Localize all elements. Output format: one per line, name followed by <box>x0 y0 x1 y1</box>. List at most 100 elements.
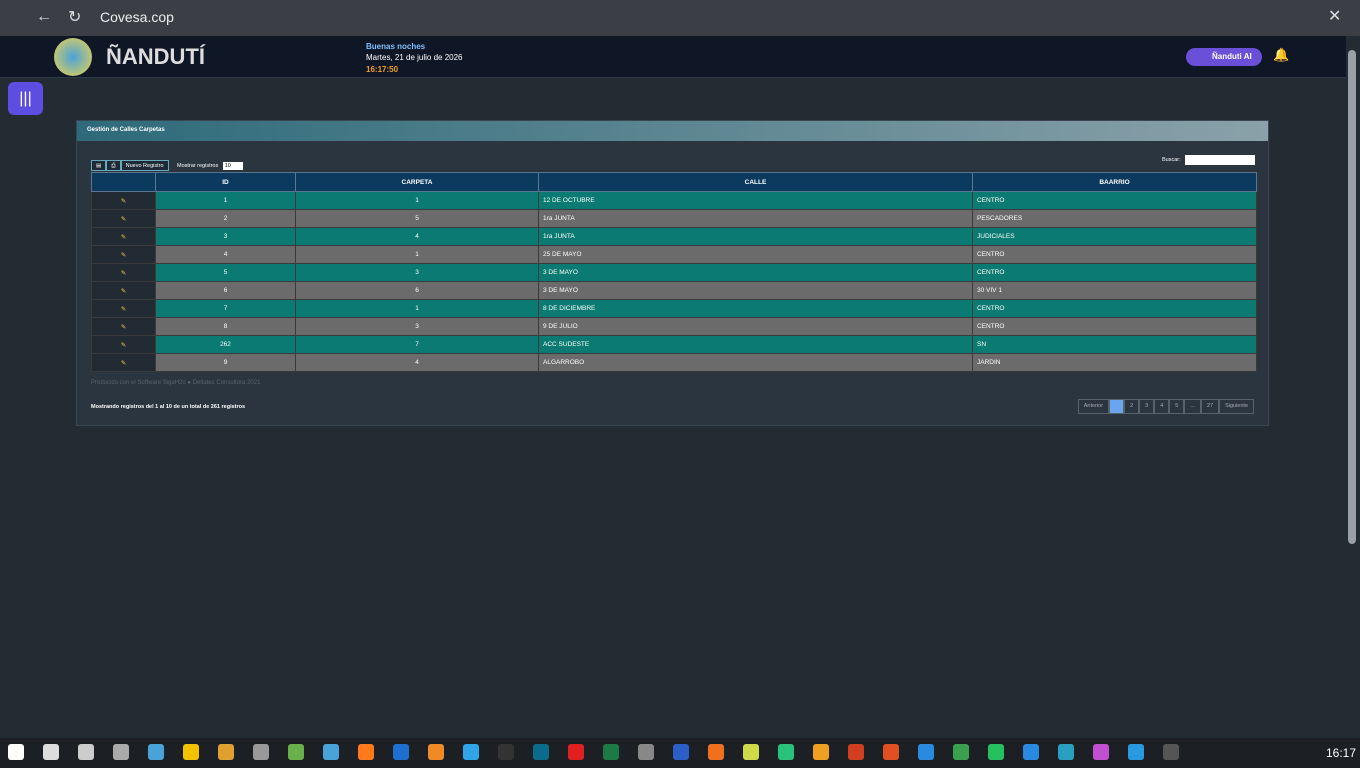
taskbar-icon[interactable] <box>533 744 549 760</box>
print-button[interactable]: ⎙ <box>106 160 121 171</box>
column-header[interactable]: CALLE <box>538 172 973 192</box>
edit-icon[interactable]: ✎ <box>91 353 156 372</box>
edit-icon[interactable]: ✎ <box>91 227 156 246</box>
taskbar-icon[interactable] <box>673 744 689 760</box>
taskbar-icon[interactable] <box>183 744 199 760</box>
edit-icon[interactable]: ✎ <box>91 299 156 318</box>
taskbar-icon[interactable] <box>148 744 164 760</box>
page-button[interactable]: 2 <box>1124 399 1140 414</box>
edit-icon[interactable]: ✎ <box>91 245 156 264</box>
table-cell: 1ra JUNTA <box>538 227 973 246</box>
taskbar-icon[interactable] <box>638 744 654 760</box>
table-cell: 30 VIV 1 <box>972 281 1257 300</box>
taskbar-icon[interactable] <box>953 744 969 760</box>
credit-software: Producido con el Software SigaH2o <box>91 380 186 386</box>
taskbar-icon[interactable] <box>1023 744 1039 760</box>
table-row: ✎ 9 4 ALGARROBO JARDIN <box>91 353 1257 372</box>
table-cell: CENTRO <box>972 245 1257 264</box>
search-input[interactable] <box>1185 155 1255 165</box>
page-button[interactable]: 27 <box>1200 399 1220 414</box>
table-row: ✎ 3 4 1ra JUNTA JUDICIALES <box>91 227 1257 246</box>
table-cell: 4 <box>295 353 539 372</box>
column-header[interactable]: ID <box>155 172 296 192</box>
taskbar-icon[interactable] <box>253 744 269 760</box>
page-button[interactable]: 4 <box>1154 399 1170 414</box>
data-table: ID CARPETA CALLE BAARRIO ✎ 1 1 12 DE OCTUBRE CEN… <box>91 172 1257 372</box>
export-button[interactable]: ▤ <box>91 160 107 171</box>
taskbar-icon[interactable] <box>358 744 374 760</box>
page-button[interactable]: Anterior <box>1077 399 1110 414</box>
page-button[interactable]: 1 <box>1109 399 1125 414</box>
taskbar-icon[interactable] <box>883 744 899 760</box>
bell[interactable]: 🔔 <box>1273 47 1290 62</box>
taskbar-icon[interactable] <box>1093 744 1109 760</box>
column-header[interactable]: BAARRIO <box>972 172 1257 192</box>
edit-icon[interactable]: ✎ <box>91 317 156 336</box>
address[interactable]: Covesa.cop <box>100 9 174 25</box>
taskbar-icon[interactable] <box>568 744 584 760</box>
taskbar-icon[interactable] <box>323 744 339 760</box>
credit: Producido con el Software SigaH2o ● Delt… <box>91 380 261 386</box>
menu-button[interactable]: ||| <box>8 82 43 115</box>
page-button[interactable]: 5 <box>1169 399 1185 414</box>
edit-icon[interactable]: ✎ <box>91 281 156 300</box>
taskbar-icon[interactable] <box>988 744 1004 760</box>
taskbar-icon[interactable] <box>43 744 59 760</box>
taskbar-icon[interactable] <box>1058 744 1074 760</box>
edit-icon[interactable]: ✎ <box>91 335 156 354</box>
taskbar-icon[interactable] <box>813 744 829 760</box>
reload-button[interactable]: ↻ <box>68 9 82 26</box>
table-cell: CENTRO <box>972 263 1257 282</box>
taskbar-icon[interactable] <box>218 744 234 760</box>
column-header[interactable]: CARPETA <box>295 172 539 192</box>
page-button[interactable]: 3 <box>1139 399 1155 414</box>
show-select[interactable]: 10 <box>222 162 243 170</box>
taskbar-icon[interactable] <box>113 744 129 760</box>
taskbar-icon[interactable] <box>78 744 94 760</box>
taskbar-icon[interactable] <box>463 744 479 760</box>
page-button[interactable]: ... <box>1184 399 1201 414</box>
edit-icon[interactable]: ✎ <box>91 209 156 228</box>
taskbar-icon[interactable] <box>1163 744 1179 760</box>
table-cell: JARDIN <box>972 353 1257 372</box>
edit-icon[interactable]: ✎ <box>91 263 156 282</box>
taskbar-icon[interactable] <box>428 744 444 760</box>
back-button[interactable]: ← <box>36 8 52 25</box>
search-label: Buscar: <box>1162 157 1181 163</box>
table-cell: PESCADORES <box>972 209 1257 228</box>
taskbar-icon[interactable] <box>603 744 619 760</box>
taskbar-icon[interactable] <box>918 744 934 760</box>
ai-button[interactable]: Ñanduti AI <box>1186 48 1262 66</box>
taskbar-icons <box>8 744 1179 760</box>
column-header[interactable] <box>91 172 156 192</box>
table-row: ✎ 262 7 ACC SUDESTE SN <box>91 335 1257 354</box>
close-button[interactable]: ✕ <box>1328 8 1342 25</box>
table-row: ✎ 5 3 3 DE MAYO CENTRO <box>91 263 1257 282</box>
table-cell: 5 <box>295 209 539 228</box>
table-cell: 7 <box>295 335 539 354</box>
table-row: ✎ 1 1 12 DE OCTUBRE CENTRO <box>91 191 1257 210</box>
taskbar-icon[interactable] <box>708 744 724 760</box>
date: Martes, 21 de julio de 2026 <box>366 53 463 62</box>
time: 16:17:50 <box>366 65 399 74</box>
taskbar-icon[interactable] <box>498 744 514 760</box>
taskbar-icon[interactable] <box>288 744 304 760</box>
table-cell: 3 DE MAYO <box>538 281 973 300</box>
table-cell: 4 <box>155 245 296 264</box>
taskbar-icon[interactable] <box>8 744 24 760</box>
taskbar-icon[interactable] <box>743 744 759 760</box>
taskbar-icon[interactable] <box>1128 744 1144 760</box>
taskbar-icon[interactable] <box>393 744 409 760</box>
new-button[interactable]: Nuevo Registro <box>120 160 169 171</box>
taskbar-icon[interactable] <box>778 744 794 760</box>
table-cell: 8 <box>155 317 296 336</box>
scrollbar[interactable] <box>1348 50 1356 544</box>
edit-icon[interactable]: ✎ <box>91 191 156 210</box>
browser-bar: ← ↻ Covesa.cop ✕ <box>0 0 1360 36</box>
page-button[interactable]: Siguiente <box>1219 399 1254 414</box>
app-header: ÑANDUTÍ Buenas noches Martes, 21 de juli… <box>0 36 1346 78</box>
clock: 16:17 <box>1326 746 1357 760</box>
taskbar-icon[interactable] <box>848 744 864 760</box>
table-cell: 1 <box>295 299 539 318</box>
